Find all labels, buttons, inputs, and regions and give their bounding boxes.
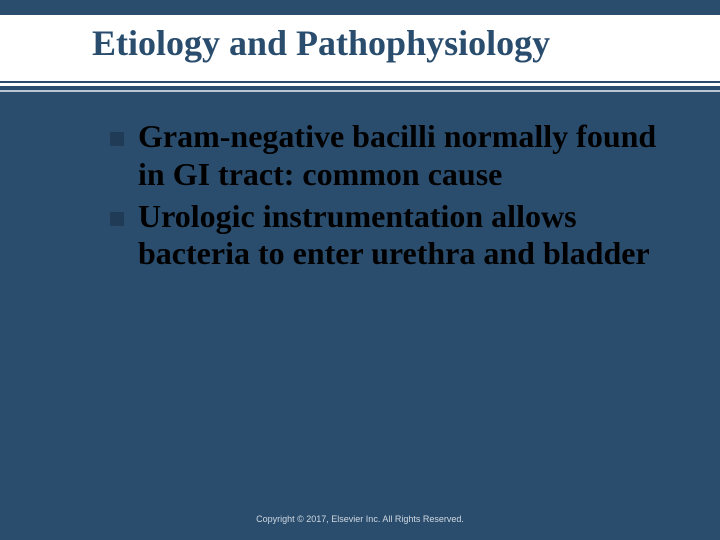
square-bullet-icon	[110, 132, 124, 146]
bullet-text: Urologic instrumentation allows bacteria…	[138, 198, 660, 274]
slide-title: Etiology and Pathophysiology	[92, 22, 550, 64]
bullet-item: Urologic instrumentation allows bacteria…	[110, 198, 660, 274]
copyright-footer: Copyright © 2017, Elsevier Inc. All Righ…	[0, 514, 720, 524]
title-rule-2	[0, 90, 720, 92]
title-rule-1	[0, 83, 720, 86]
bullet-text: Gram-negative bacilli normally found in …	[138, 118, 660, 194]
slide: Etiology and Pathophysiology Gram-negati…	[0, 0, 720, 540]
bullet-item: Gram-negative bacilli normally found in …	[110, 118, 660, 194]
content-area: Gram-negative bacilli normally found in …	[110, 118, 660, 277]
square-bullet-icon	[110, 212, 124, 226]
